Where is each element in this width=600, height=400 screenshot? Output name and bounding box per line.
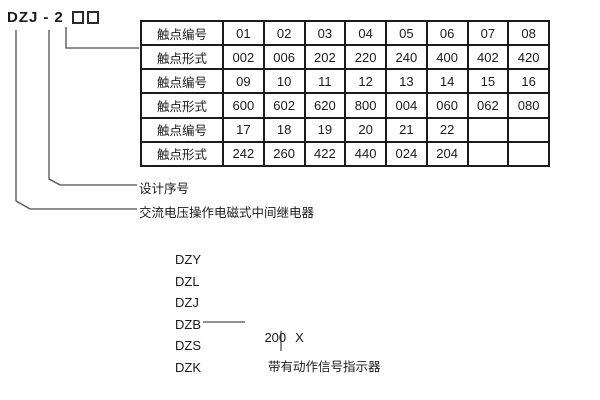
table-cell: 002 bbox=[222, 44, 265, 71]
connector-design-serial bbox=[48, 30, 137, 186]
table-cell: 16 bbox=[507, 68, 550, 95]
table-row: 触点形式 002 006 202 220 240 400 402 420 bbox=[140, 44, 550, 71]
dzb-number: 200 bbox=[264, 330, 287, 345]
table-cell: 11 bbox=[303, 68, 347, 95]
design-serial-label: 设计序号 bbox=[139, 182, 190, 196]
table-cell: 240 bbox=[385, 44, 428, 71]
table-row: 触点编号 01 02 03 04 05 06 07 08 bbox=[140, 19, 550, 47]
row-label: 触点编号 bbox=[140, 116, 224, 143]
table-cell: 204 bbox=[425, 140, 469, 168]
row-label: 触点形式 bbox=[140, 140, 224, 168]
table-cell: 400 bbox=[425, 44, 469, 71]
table-cell: 420 bbox=[507, 44, 550, 71]
table-cell: 07 bbox=[466, 19, 510, 47]
table-cell: 600 bbox=[222, 92, 265, 119]
table-cell: 004 bbox=[385, 92, 428, 119]
table-cell: 15 bbox=[466, 68, 510, 95]
table-cell: 10 bbox=[262, 68, 306, 95]
table-cell: 03 bbox=[303, 19, 347, 47]
model-series-number: 2 bbox=[54, 9, 64, 26]
table-cell: 006 bbox=[262, 44, 306, 71]
connector-relay-description bbox=[15, 30, 137, 210]
table-row: 触点编号 17 18 19 20 21 22 bbox=[140, 116, 550, 143]
table-cell bbox=[507, 116, 550, 143]
table-cell: 060 bbox=[425, 92, 469, 119]
table-row: 触点编号 09 10 11 12 13 14 15 16 bbox=[140, 68, 550, 95]
table-cell: 402 bbox=[466, 44, 510, 71]
relay-description-label: 交流电压操作电磁式中间继电器 bbox=[139, 206, 315, 220]
table-cell: 242 bbox=[222, 140, 265, 168]
table-cell: 17 bbox=[222, 116, 265, 143]
table-cell: 422 bbox=[303, 140, 347, 168]
model-separator: - bbox=[43, 9, 50, 26]
table-cell: 22 bbox=[425, 116, 469, 143]
table-cell: 13 bbox=[385, 68, 428, 95]
row-label: 触点形式 bbox=[140, 92, 224, 119]
list-item-dzj: DZJ bbox=[175, 295, 199, 310]
table-cell bbox=[466, 140, 510, 168]
table-cell: 01 bbox=[222, 19, 265, 47]
table-cell: 20 bbox=[344, 116, 387, 143]
list-item-dzl: DZL bbox=[175, 273, 200, 289]
table-cell: 220 bbox=[344, 44, 387, 71]
table-cell: 14 bbox=[425, 68, 469, 95]
table-row: 触点形式 600 602 620 800 004 060 062 080 bbox=[140, 92, 550, 119]
table-row: 触点形式 242 260 422 440 024 204 bbox=[140, 140, 550, 168]
row-label: 触点形式 bbox=[140, 44, 224, 71]
table-cell: 024 bbox=[385, 140, 428, 168]
contact-code-box-2 bbox=[86, 11, 99, 24]
table-cell bbox=[466, 116, 510, 143]
dzb-model-value: 200 X bbox=[250, 315, 304, 360]
table-cell: 05 bbox=[385, 19, 428, 47]
table-cell: 062 bbox=[466, 92, 510, 119]
row-label: 触点编号 bbox=[140, 19, 224, 47]
table-cell: 09 bbox=[222, 68, 265, 95]
table-cell: 202 bbox=[303, 44, 347, 71]
contact-code-box-1 bbox=[71, 11, 84, 24]
model-prefix: DZJ bbox=[7, 9, 39, 26]
table-cell: 620 bbox=[303, 92, 347, 119]
list-item-dzb: DZB bbox=[175, 316, 201, 332]
table-cell: 260 bbox=[262, 140, 306, 168]
table-cell: 21 bbox=[385, 116, 428, 143]
model-family-list: DZY DZL DZJ DZB DZS DZK bbox=[175, 249, 201, 378]
table-cell: 02 bbox=[262, 19, 306, 47]
list-item-dzs: DZS bbox=[175, 338, 201, 353]
table-cell: 440 bbox=[344, 140, 387, 168]
table-cell: 08 bbox=[507, 19, 550, 47]
table-cell: 12 bbox=[344, 68, 387, 95]
row-label: 触点编号 bbox=[140, 68, 224, 95]
connector-contact-table bbox=[65, 27, 139, 49]
model-code: DZJ - 2 bbox=[7, 9, 99, 26]
table-cell: 080 bbox=[507, 92, 550, 119]
table-cell bbox=[507, 140, 550, 168]
table-cell: 04 bbox=[344, 19, 387, 47]
table-cell: 602 bbox=[262, 92, 306, 119]
action-signal-indicator-note: 带有动作信号指示器 bbox=[268, 360, 381, 374]
table-cell: 800 bbox=[344, 92, 387, 119]
table-cell: 19 bbox=[303, 116, 347, 143]
dzb-suffix: X bbox=[295, 330, 304, 345]
list-item-dzy: DZY bbox=[175, 252, 201, 267]
contact-table: 触点编号 01 02 03 04 05 06 07 08 触点形式 002 00… bbox=[140, 19, 550, 168]
table-cell: 06 bbox=[425, 19, 469, 47]
list-item-dzk: DZK bbox=[175, 359, 201, 375]
table-cell: 18 bbox=[262, 116, 306, 143]
